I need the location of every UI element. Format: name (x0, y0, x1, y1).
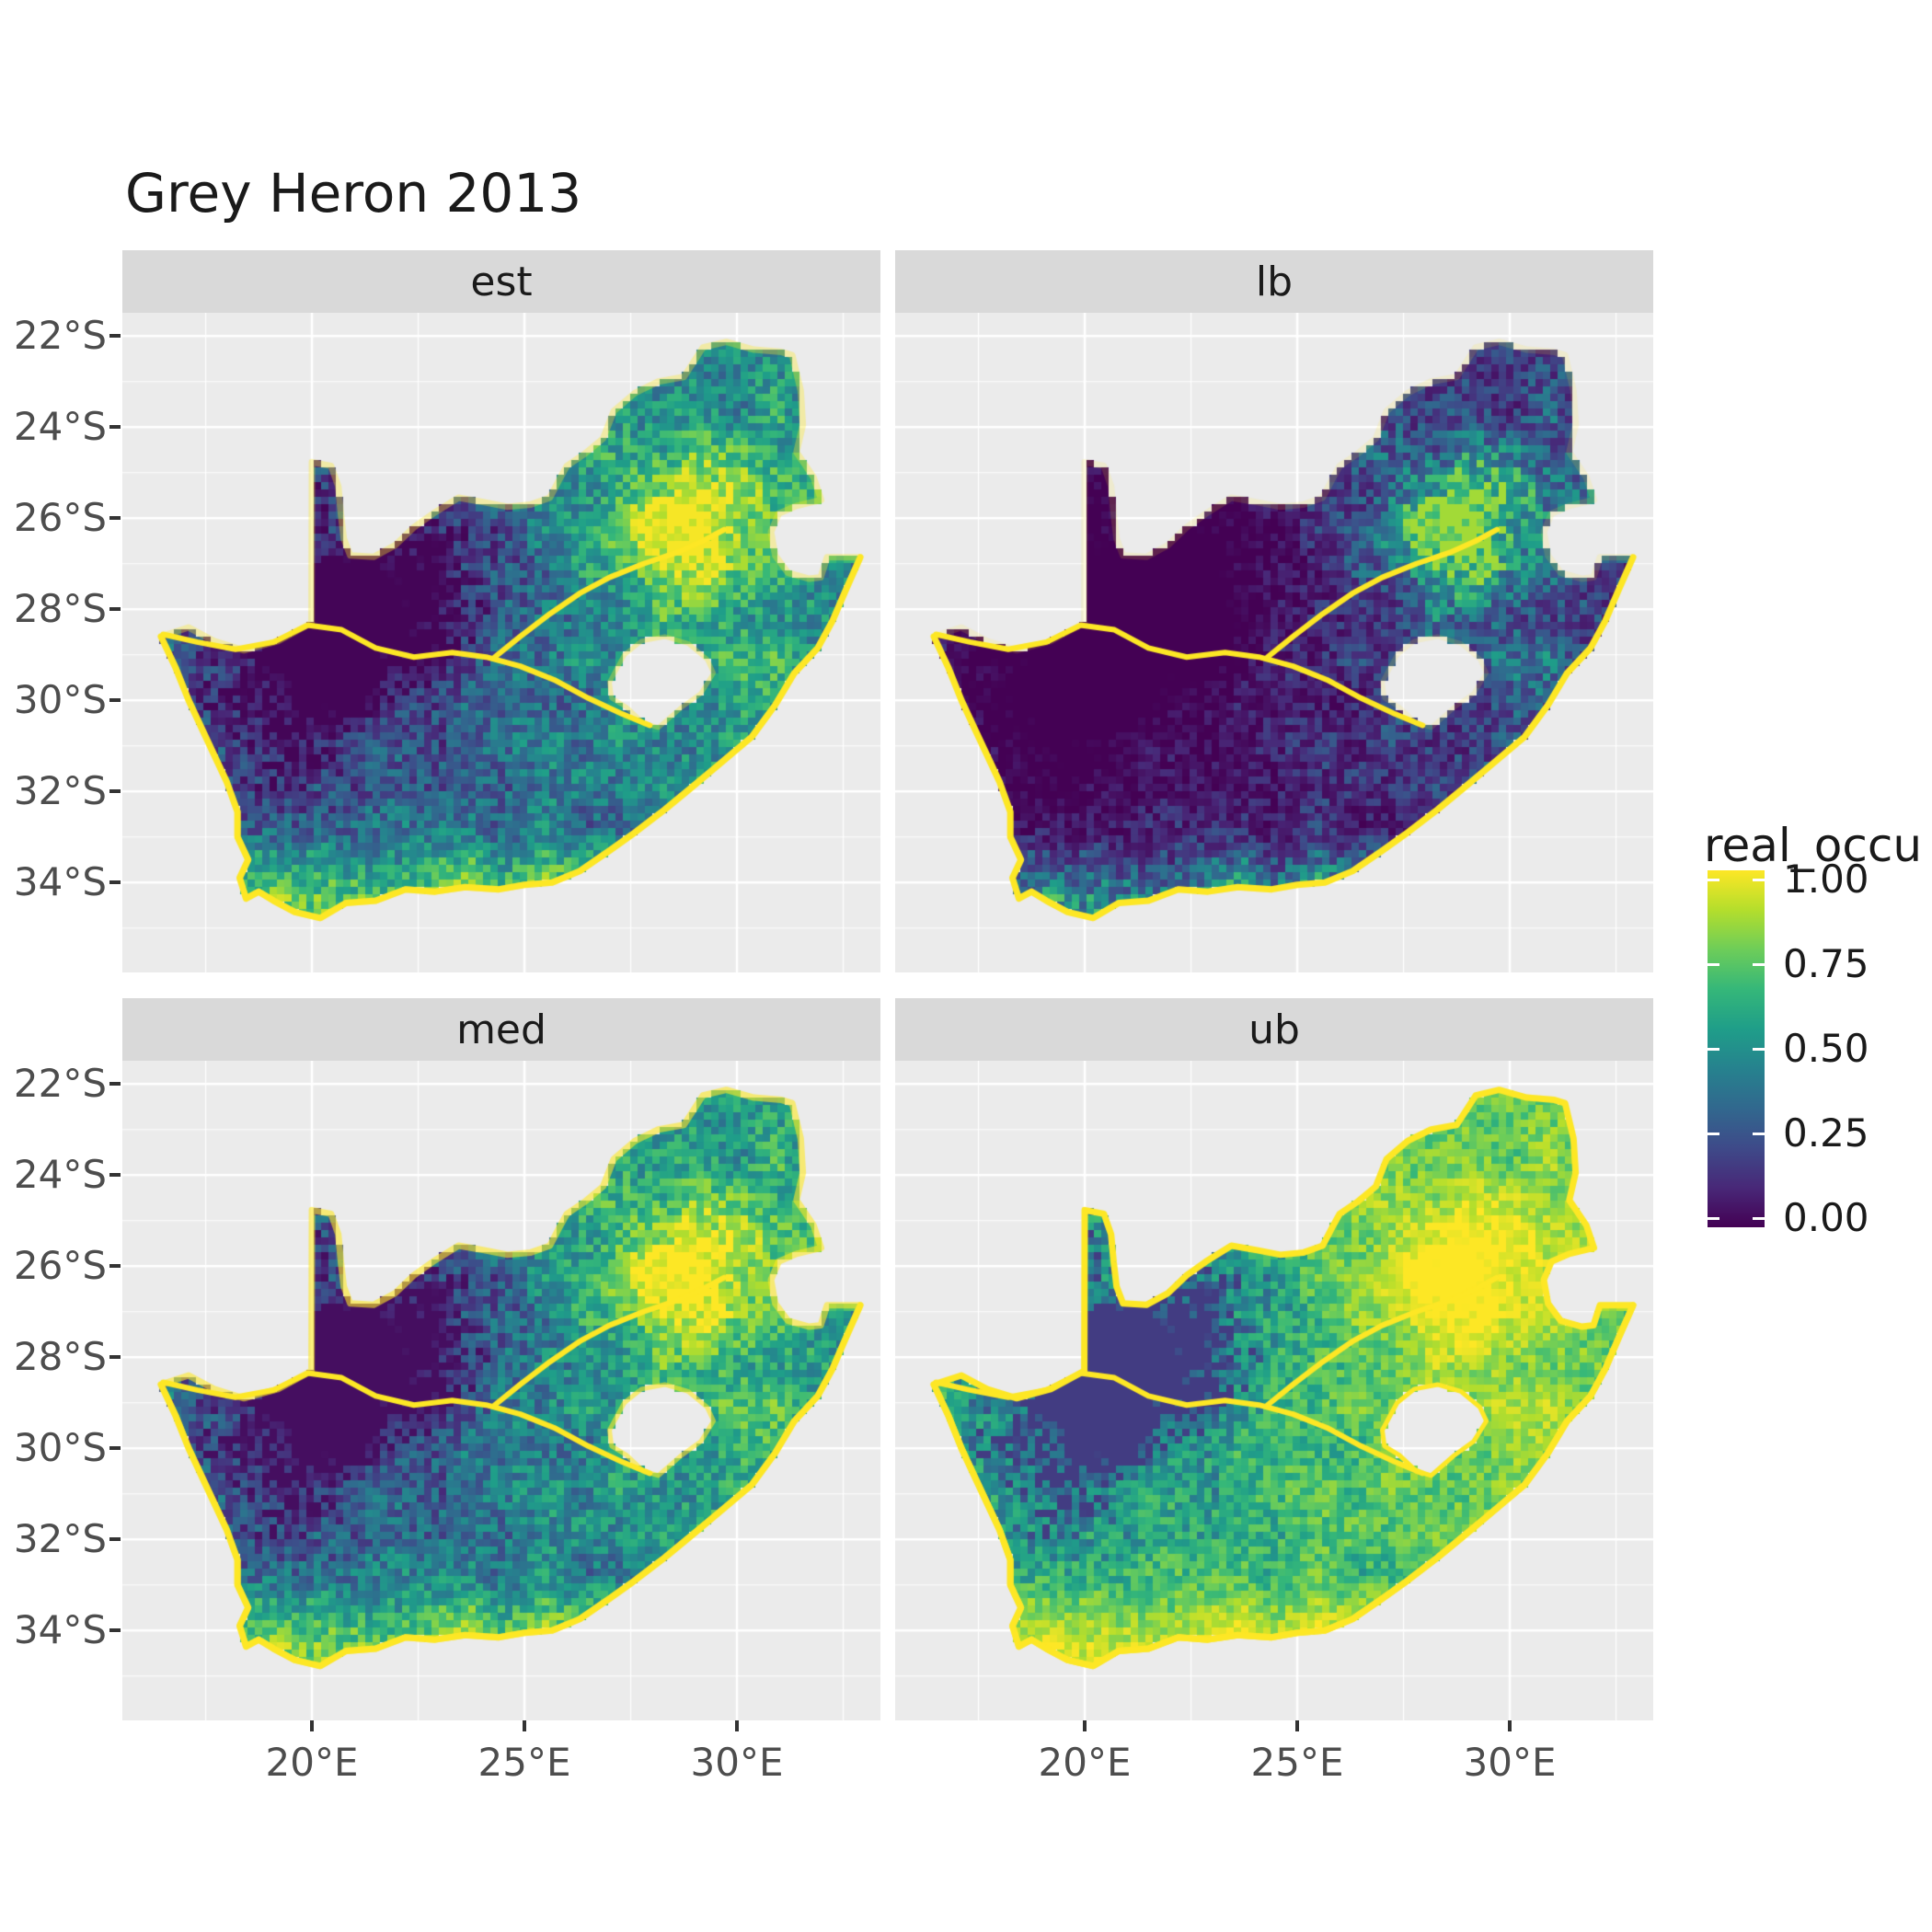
legend-tick-mark (1708, 1048, 1719, 1051)
legend-tick-mark (1753, 963, 1765, 966)
facet-panel-med (122, 1061, 880, 1720)
map-canvas-ub (895, 1061, 1653, 1720)
facet-panel-est (122, 313, 880, 972)
y-axis-tick-mark (109, 1082, 121, 1086)
facet-strip-label-lb: lb (1255, 258, 1294, 305)
legend-tick-mark (1753, 1133, 1765, 1135)
legend-tick-label: 0.75 (1783, 941, 1869, 986)
legend-tick-mark (1753, 1217, 1765, 1220)
facet-strip-med: med (122, 998, 880, 1061)
facet-strip-est: est (122, 250, 880, 313)
y-axis-tick-mark (109, 425, 121, 429)
x-axis-tick-mark (1295, 1720, 1299, 1731)
y-axis-tick-mark (109, 698, 121, 702)
legend-tick-mark (1708, 1133, 1719, 1135)
legend-tick-label: 0.00 (1783, 1195, 1869, 1240)
y-axis-tick-mark (109, 1446, 121, 1450)
facet-panel-ub (895, 1061, 1653, 1720)
x-axis-tick-label: 20°E (1038, 1740, 1132, 1785)
y-axis-tick-label: 26°S (13, 1243, 107, 1288)
legend-tick-mark (1708, 963, 1719, 966)
y-axis-tick-label: 26°S (13, 495, 107, 540)
legend-title: real_occu (1704, 819, 1923, 872)
y-axis-tick-label: 22°S (13, 1061, 107, 1106)
x-axis-tick-mark (310, 1720, 314, 1731)
facet-strip-label-ub: ub (1248, 1006, 1300, 1053)
x-axis-tick-mark (1083, 1720, 1087, 1731)
facet-strip-label-est: est (470, 258, 533, 305)
facet-strip-ub: ub (895, 998, 1653, 1061)
y-axis-tick-label: 24°S (13, 1152, 107, 1197)
y-axis-tick-label: 30°S (13, 677, 107, 722)
y-axis-tick-mark (109, 1355, 121, 1359)
x-axis-tick-mark (735, 1720, 739, 1731)
facet-panel-lb (895, 313, 1653, 972)
y-axis-tick-label: 32°S (13, 768, 107, 813)
y-axis-tick-label: 30°S (13, 1425, 107, 1470)
y-axis-tick-mark (109, 1264, 121, 1268)
x-axis-tick-label: 25°E (1250, 1740, 1344, 1785)
y-axis-tick-mark (109, 1628, 121, 1632)
legend-tick-label: 0.50 (1783, 1026, 1869, 1071)
map-canvas-med (122, 1061, 880, 1720)
y-axis-tick-label: 28°S (13, 1334, 107, 1379)
y-axis-tick-mark (109, 880, 121, 884)
y-axis-tick-mark (109, 607, 121, 611)
y-axis-tick-label: 32°S (13, 1516, 107, 1561)
legend-tick-mark (1753, 879, 1765, 881)
x-axis-tick-label: 25°E (477, 1740, 571, 1785)
legend-tick-label: 0.25 (1783, 1110, 1869, 1156)
facet-strip-lb: lb (895, 250, 1653, 313)
y-axis-tick-mark (109, 1173, 121, 1177)
x-axis-tick-mark (1508, 1720, 1512, 1731)
legend-tick-mark (1708, 879, 1719, 881)
y-axis-tick-mark (109, 789, 121, 793)
map-canvas-est (122, 313, 880, 972)
y-axis-tick-mark (109, 516, 121, 520)
y-axis-tick-mark (109, 334, 121, 338)
legend-tick-mark (1708, 1217, 1719, 1220)
facet-strip-label-med: med (456, 1006, 546, 1053)
y-axis-tick-label: 34°S (13, 859, 107, 904)
y-axis-tick-label: 24°S (13, 404, 107, 449)
x-axis-tick-label: 30°E (690, 1740, 784, 1785)
x-axis-tick-mark (523, 1720, 526, 1731)
y-axis-tick-mark (109, 1537, 121, 1541)
y-axis-tick-label: 34°S (13, 1607, 107, 1652)
x-axis-tick-label: 20°E (265, 1740, 359, 1785)
plot-title: Grey Heron 2013 (125, 162, 582, 224)
map-canvas-lb (895, 313, 1653, 972)
y-axis-tick-label: 28°S (13, 586, 107, 631)
x-axis-tick-label: 30°E (1463, 1740, 1557, 1785)
y-axis-tick-label: 22°S (13, 313, 107, 358)
legend-tick-label: 1.00 (1783, 857, 1869, 902)
legend-tick-mark (1753, 1048, 1765, 1051)
